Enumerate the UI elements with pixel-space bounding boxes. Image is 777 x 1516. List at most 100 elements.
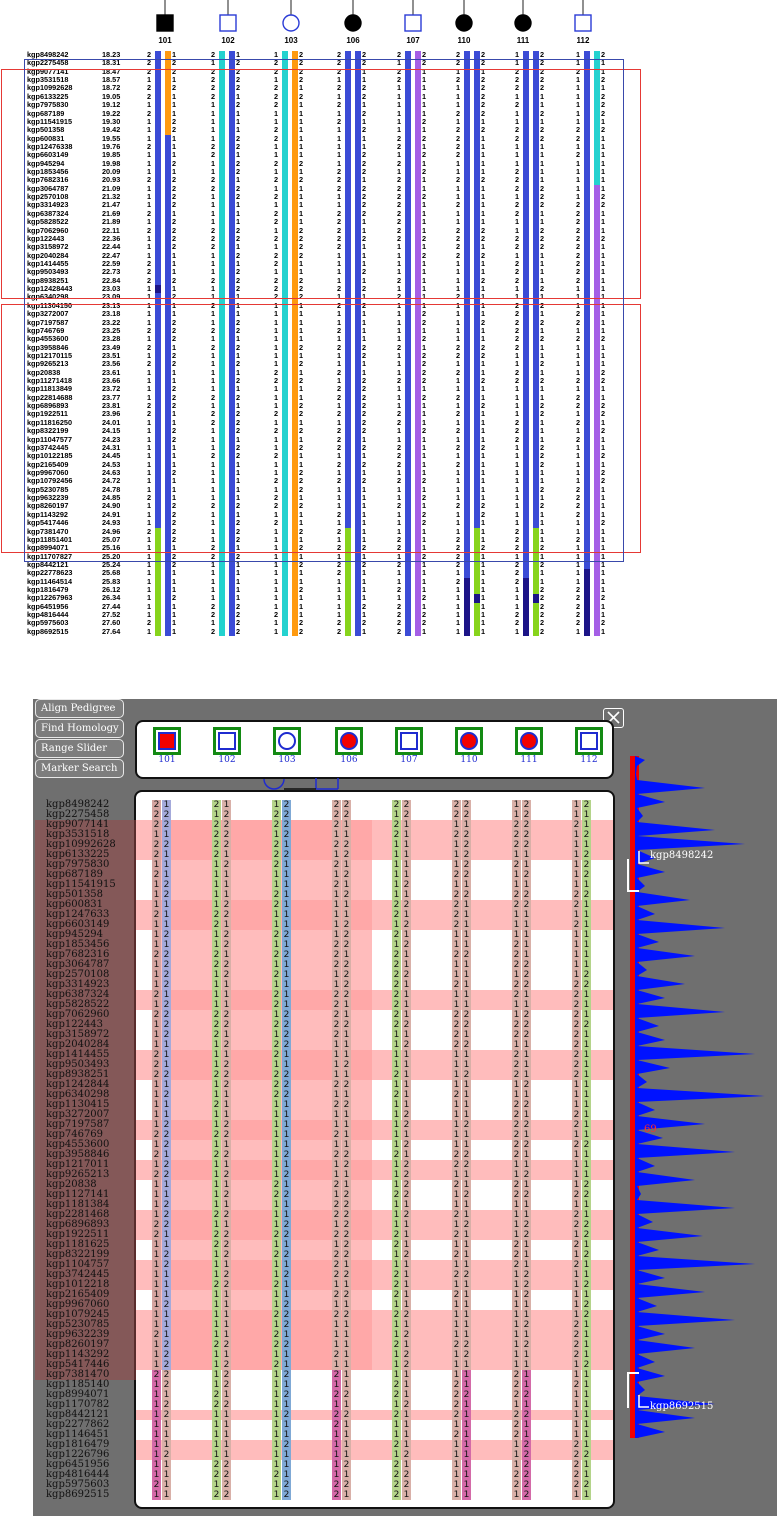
allele-cell: 2	[522, 1470, 531, 1480]
top-allele: 1	[147, 309, 152, 319]
top-marker-name: kgp501358	[27, 125, 65, 135]
top-allele: 2	[601, 451, 606, 461]
pedigree-individual-101[interactable]	[153, 727, 181, 755]
allele-cell: 2	[452, 800, 461, 810]
top-allele: 1	[337, 91, 342, 101]
allele-cell: 1	[222, 1390, 231, 1400]
top-allele: 1	[481, 309, 486, 319]
allele-cell: 1	[462, 1460, 471, 1470]
top-allele: 2	[236, 342, 241, 352]
allele-cell: 1	[332, 1140, 341, 1150]
top-allele: 1	[172, 484, 177, 494]
top-allele: 2	[576, 376, 581, 386]
top-allele: 2	[147, 66, 152, 76]
top-allele: 1	[601, 493, 606, 503]
top-allele: 1	[299, 150, 304, 160]
allele-cell: 1	[452, 1070, 461, 1080]
allele-cell: 1	[222, 1050, 231, 1060]
allele-cell: 2	[162, 880, 171, 890]
allele-cell: 1	[342, 1170, 351, 1180]
allele-cell: 1	[512, 800, 521, 810]
top-allele: 1	[274, 392, 279, 402]
pedigree-individual-103[interactable]	[273, 727, 301, 755]
marker-name-label[interactable]: kgp8692515	[46, 1489, 110, 1500]
top-allele: 1	[456, 593, 461, 603]
allele-cell: 2	[342, 1080, 351, 1090]
top-allele: 2	[576, 392, 581, 402]
top-marker-position: 27.60	[102, 618, 121, 628]
pedigree-individual-102[interactable]	[213, 727, 241, 755]
top-allele: 1	[540, 468, 545, 477]
top-allele: 2	[515, 75, 520, 85]
allele-cell: 2	[162, 840, 171, 850]
top-allele: 2	[211, 501, 216, 511]
allele-cell: 1	[402, 1100, 411, 1110]
allele-cell: 1	[572, 800, 581, 810]
allele-cell: 1	[332, 1120, 341, 1130]
top-allele: 2	[236, 133, 241, 143]
top-allele: 1	[299, 367, 304, 377]
top-allele: 1	[147, 284, 152, 294]
top-allele: 2	[274, 217, 279, 227]
top-allele: 1	[397, 493, 402, 503]
allele-cell: 2	[522, 1340, 531, 1350]
allele-cell: 1	[522, 1240, 531, 1250]
top-allele: 1	[576, 543, 581, 553]
top-allele: 2	[576, 225, 581, 235]
allele-cell: 1	[392, 870, 401, 880]
pedigree-individual-112[interactable]	[575, 727, 603, 755]
top-allele: 2	[601, 100, 606, 110]
top-allele: 2	[362, 192, 367, 202]
pedigree-individual-106[interactable]	[335, 727, 363, 755]
allele-cell: 1	[342, 1330, 351, 1340]
allele-cell: 2	[402, 1310, 411, 1320]
range-slider-button[interactable]: Range Slider	[35, 739, 124, 758]
top-allele: 2	[422, 309, 427, 319]
allele-cell: 2	[462, 1010, 471, 1020]
allele-cell: 2	[222, 1280, 231, 1290]
top-allele: 2	[172, 192, 177, 202]
allele-cell: 1	[222, 1430, 231, 1440]
top-allele: 2	[147, 409, 152, 419]
top-allele: 1	[211, 350, 216, 360]
allele-cell: 2	[342, 1390, 351, 1400]
top-allele: 1	[540, 141, 545, 151]
allele-cell: 2	[392, 1280, 401, 1290]
top-allele: 2	[601, 50, 606, 59]
allele-cell: 2	[572, 1140, 581, 1150]
top-allele: 2	[422, 493, 427, 503]
top-allele: 1	[147, 75, 152, 85]
top-allele: 1	[337, 534, 342, 544]
allele-cell: 2	[162, 890, 171, 900]
top-allele: 1	[362, 217, 367, 227]
top-allele: 1	[397, 100, 402, 110]
top-allele: 1	[337, 108, 342, 118]
top-bar-110-mat-0	[474, 51, 480, 528]
top-allele: 1	[515, 493, 520, 503]
top-allele: 1	[481, 526, 486, 536]
top-allele: 1	[576, 626, 581, 636]
top-allele: 1	[299, 325, 304, 335]
top-allele: 2	[422, 167, 427, 177]
top-allele: 2	[481, 250, 486, 260]
allele-cell: 2	[392, 930, 401, 940]
allele-cell: 2	[282, 1480, 291, 1490]
top-allele: 1	[601, 559, 606, 569]
allele-cell: 2	[342, 1020, 351, 1030]
top-allele: 1	[274, 551, 279, 561]
allele-cell: 2	[512, 1430, 521, 1440]
pedigree-individual-107[interactable]	[395, 727, 423, 755]
top-marker-position: 21.47	[102, 200, 121, 210]
allele-cell: 1	[462, 1210, 471, 1220]
allele-cell: 2	[342, 1250, 351, 1260]
find-homology-button[interactable]: Find Homology	[35, 719, 124, 738]
top-allele: 1	[236, 585, 241, 595]
pedigree-individual-110[interactable]	[455, 727, 483, 755]
allele-cell: 2	[582, 1020, 591, 1030]
top-allele: 1	[481, 417, 486, 427]
top-allele: 1	[456, 626, 461, 636]
marker-search-button[interactable]: Marker Search	[35, 759, 124, 778]
top-allele: 1	[515, 518, 520, 528]
pedigree-individual-111[interactable]	[515, 727, 543, 755]
align-pedigree-button[interactable]: Align Pedigree	[35, 699, 124, 718]
